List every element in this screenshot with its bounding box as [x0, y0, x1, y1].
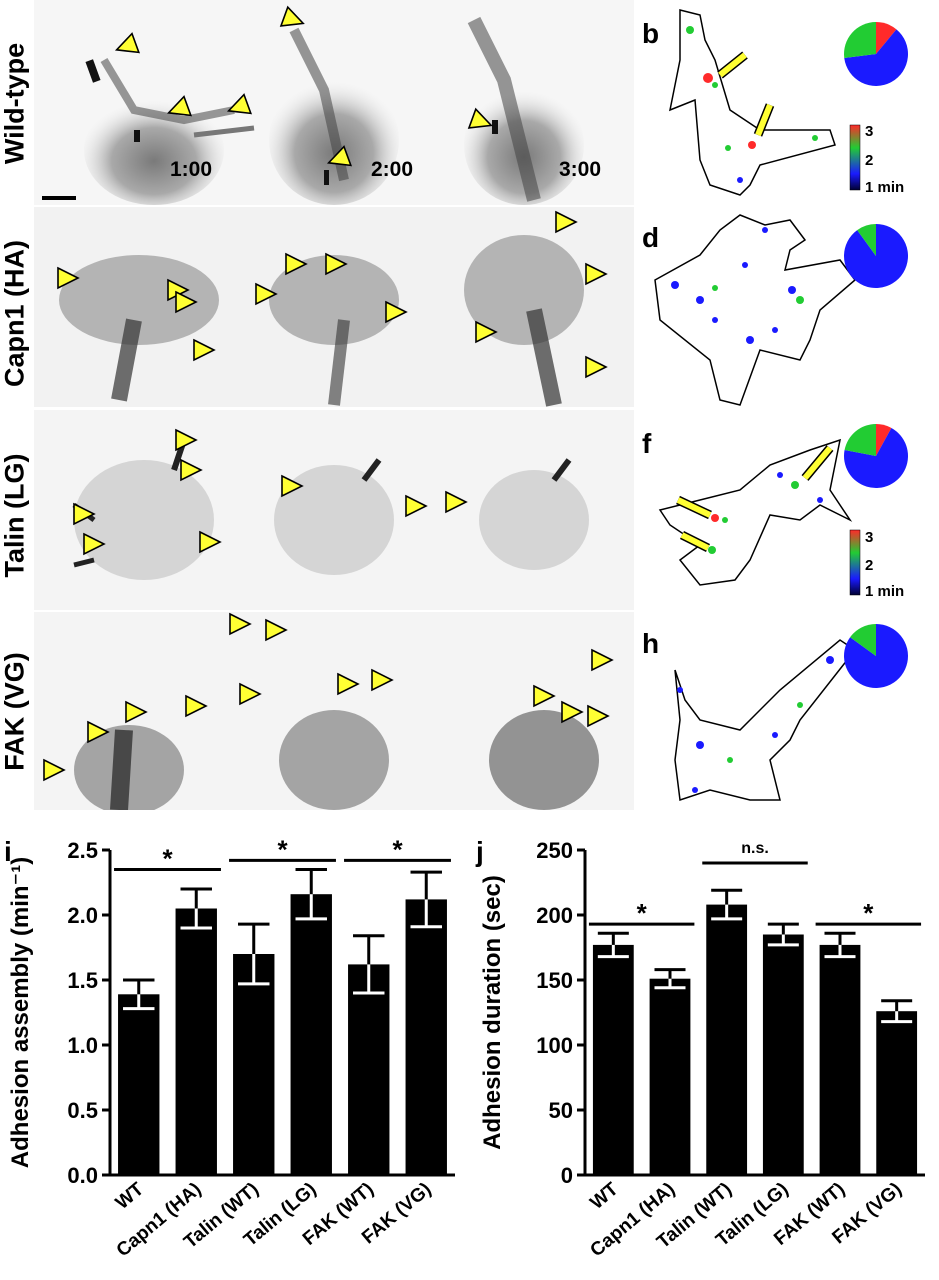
panel-letter-i: i: [4, 836, 12, 867]
cell-image-c-3: [464, 235, 584, 407]
panel-letter-d: d: [642, 222, 660, 253]
y-tick-label: 0.5: [67, 1098, 98, 1123]
y-tick-label: 100: [536, 1033, 573, 1058]
panel-letter-j: j: [476, 836, 484, 867]
pie-slice-red: [876, 22, 897, 54]
colorbar-b-label-1min: 1 min: [865, 179, 904, 196]
pie-slice-green: [850, 624, 876, 656]
cell-image-e-1: [72, 439, 214, 580]
bar-0: [592, 944, 634, 1175]
pie-chart-b: [844, 22, 908, 87]
cell-outline-h: [674, 639, 857, 802]
pie-slice-green: [844, 22, 876, 59]
cell-image-c-2: [269, 255, 399, 406]
colorbar-f-label-2: 2: [865, 557, 873, 574]
panel-letter-b: b: [642, 18, 660, 49]
cell-image-a-2: [269, 27, 399, 205]
bar-2: [233, 954, 275, 1175]
cell-image-g-3: [489, 710, 599, 810]
y-tick-label: 150: [536, 968, 573, 993]
cell-image-c-1: [59, 255, 219, 402]
pie-chart-d: [844, 224, 908, 288]
x-tick-label-0: WT: [112, 1178, 148, 1213]
y-tick-label: 2.5: [67, 838, 98, 863]
y-tick-label: 200: [536, 903, 573, 928]
colorbar-f: [849, 529, 861, 596]
bar-5: [405, 899, 447, 1175]
pie-chart-h: [844, 624, 908, 688]
x-tick-label-0: WT: [586, 1178, 622, 1213]
pie-slice-green: [844, 424, 876, 456]
bar-1: [175, 908, 217, 1175]
y-tick-label: 50: [549, 1098, 573, 1123]
bar-4: [819, 944, 861, 1175]
y-axis-label: Adhesion duration (sec): [479, 875, 506, 1150]
bar-3: [762, 934, 804, 1175]
colorbar-b: [849, 124, 861, 191]
bar-0: [118, 994, 160, 1175]
significance-label-0: *: [637, 898, 648, 928]
colorbar-f-label-1min: 1 min: [865, 583, 904, 600]
cell-image-a-3: [464, 16, 584, 205]
significance-label-1: n.s.: [741, 840, 769, 857]
scale-bar: [42, 196, 76, 200]
bar-chart-j: 0 50 100 150 200 250 Adhesion duration (sec) WT…: [479, 838, 925, 1261]
y-tick-label: 1.5: [67, 968, 98, 993]
y-tick-label: 2.0: [67, 903, 98, 928]
panel-letter-f: f: [642, 428, 652, 459]
y-tick-label: 1.0: [67, 1033, 98, 1058]
row-label-talin: Talin (LG): [0, 453, 30, 578]
bar-chart-i: 0.0 0.5 1.0 1.5 2.0 2.5 Adhesion assembly (min…: [7, 834, 455, 1261]
timestamp-1: 1:00: [170, 158, 213, 181]
cell-outline-d: [654, 214, 857, 406]
bar-3: [290, 894, 332, 1175]
pie-slice-red: [876, 424, 892, 456]
row-label-fak: FAK (VG): [0, 652, 30, 771]
significance-label-1: *: [277, 834, 288, 864]
panel-letter-h: h: [642, 628, 660, 659]
cell-image-g-2: [279, 710, 389, 810]
cell-image-e-3: [479, 458, 589, 570]
colorbar-f-label-3: 3: [865, 529, 873, 546]
y-axis-label: Adhesion assembly (min⁻¹): [7, 857, 34, 1168]
y-tick-label: 0.0: [67, 1163, 98, 1188]
pie-slice-green: [857, 224, 876, 256]
bar-4: [348, 964, 390, 1175]
pie-slice-blue: [844, 29, 908, 87]
timestamp-2: 2:00: [371, 158, 414, 181]
timestamp-3: 3:00: [559, 158, 602, 181]
cell-outline-f: [658, 438, 853, 586]
bar-2: [706, 904, 748, 1175]
significance-label-2: *: [392, 834, 403, 864]
colorbar-b-label-2: 2: [865, 152, 873, 169]
cell-outline-b: [668, 9, 836, 196]
colorbar-b-label-3: 3: [865, 123, 873, 140]
row-label-wild-type: Wild-type: [0, 42, 30, 165]
cell-image-g-1: [74, 725, 184, 810]
adhesion-map-column: 3 2 1 min 3 2 1 min: [654, 9, 908, 802]
significance-label-0: *: [162, 844, 173, 874]
row-label-capn1: Capn1 (HA): [0, 240, 30, 387]
significance-label-2: *: [863, 898, 874, 928]
microscopy-image-grid: [34, 0, 634, 810]
y-tick-label: 250: [536, 838, 573, 863]
y-tick-label: 0: [561, 1163, 573, 1188]
cell-image-a-1: [84, 57, 255, 205]
cell-image-e-2: [274, 458, 394, 575]
pie-slice-blue: [844, 427, 908, 488]
bar-1: [649, 978, 691, 1175]
bar-5: [876, 1011, 918, 1175]
pie-chart-f: [844, 424, 908, 488]
